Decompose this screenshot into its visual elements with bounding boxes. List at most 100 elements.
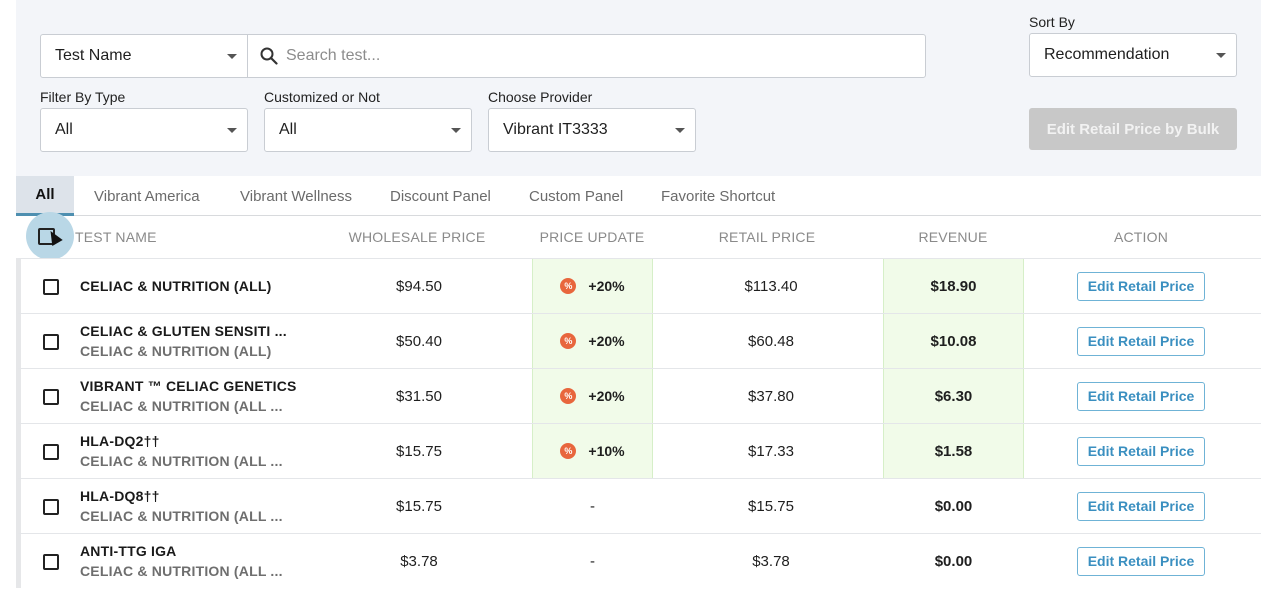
test-name-cell[interactable]: VIBRANT ™ CELIAC GENETICS CELIAC & NUTRI…	[80, 369, 297, 423]
col-price-update[interactable]: PRICE UPDATE	[539, 229, 645, 245]
price-update-cell: -	[532, 534, 653, 588]
row-checkbox[interactable]	[43, 444, 59, 460]
revenue: $0.00	[934, 497, 973, 515]
row-checkbox[interactable]	[43, 499, 59, 515]
chevron-down-icon	[675, 128, 685, 133]
sort-label: Sort By	[1029, 14, 1075, 30]
chevron-down-icon	[1216, 53, 1226, 58]
chevron-down-icon	[451, 128, 461, 133]
test-name: CELIAC & NUTRITION (ALL)	[80, 278, 272, 294]
row-checkbox[interactable]	[43, 389, 59, 405]
chevron-down-icon	[227, 128, 237, 133]
sort-select[interactable]: Recommendation	[1029, 33, 1237, 77]
col-test-name[interactable]: TEST NAME	[75, 229, 157, 245]
customized-select[interactable]: All	[264, 108, 472, 152]
action-cell: Edit Retail Price	[1071, 369, 1211, 423]
edit-retail-price-button[interactable]: Edit Retail Price	[1076, 326, 1206, 356]
edit-retail-price-bulk-button[interactable]: Edit Retail Price by Bulk	[1029, 108, 1237, 150]
test-name: CELIAC & GLUTEN SENSITI ...	[80, 323, 287, 339]
price-update-cell: % +20%	[532, 314, 653, 368]
test-name-cell[interactable]: ANTI-TTG IGA CELIAC & NUTRITION (ALL ...	[80, 534, 283, 588]
revenue: $6.30	[883, 369, 1024, 423]
price-update-value: +20%	[588, 333, 625, 349]
search-field-select[interactable]: Test Name	[40, 34, 248, 78]
edit-retail-price-button[interactable]: Edit Retail Price	[1076, 436, 1206, 466]
action-cell: Edit Retail Price	[1071, 314, 1211, 368]
customized-label: Customized or Not	[264, 89, 380, 105]
revenue: $0.00	[934, 552, 973, 570]
test-name: HLA-DQ2††	[80, 433, 160, 449]
tab-discount-panel[interactable]: Discount Panel	[390, 187, 491, 205]
table-row: HLA-DQ8†† CELIAC & NUTRITION (ALL ... $1…	[16, 478, 1261, 533]
row-checkbox[interactable]	[43, 554, 59, 570]
edit-retail-price-button[interactable]: Edit Retail Price	[1076, 546, 1206, 576]
price-update-cell: % +20%	[532, 369, 653, 423]
test-name: HLA-DQ8††	[80, 488, 160, 504]
retail-price: $15.75	[748, 497, 794, 515]
edit-retail-price-button[interactable]: Edit Retail Price	[1076, 381, 1206, 411]
percent-badge-icon: %	[560, 278, 577, 294]
select-all-ripple	[26, 212, 74, 260]
wholesale-price: $15.75	[396, 442, 442, 460]
customized-value: All	[279, 121, 297, 138]
retail-price: $3.78	[752, 552, 790, 570]
price-update-cell: % +10%	[532, 424, 653, 478]
percent-badge-icon: %	[560, 443, 577, 459]
wholesale-price: $94.50	[396, 277, 442, 295]
tab-bar: All Vibrant America Vibrant Wellness Dis…	[16, 176, 1261, 216]
revenue: $10.08	[883, 314, 1024, 368]
sort-value: Recommendation	[1044, 46, 1170, 63]
tab-all[interactable]: All	[16, 176, 74, 216]
wholesale-price: $15.75	[396, 497, 442, 515]
price-update-value: +20%	[588, 278, 625, 294]
tab-favorite-shortcut[interactable]: Favorite Shortcut	[661, 187, 776, 205]
test-parent-panel: CELIAC & NUTRITION (ALL ...	[80, 398, 283, 414]
col-wholesale-price[interactable]: WHOLESALE PRICE	[348, 229, 486, 245]
tab-vibrant-america[interactable]: Vibrant America	[94, 187, 200, 205]
action-cell: Edit Retail Price	[1071, 479, 1211, 533]
revenue: $18.90	[883, 259, 1024, 313]
percent-badge-icon: %	[560, 333, 577, 349]
col-revenue[interactable]: REVENUE	[918, 229, 988, 245]
provider-label: Choose Provider	[488, 89, 593, 105]
price-update-value: -	[590, 497, 595, 515]
search-input[interactable]	[286, 47, 886, 65]
search-field-value: Test Name	[55, 47, 132, 64]
search-box[interactable]	[247, 34, 926, 78]
test-name-cell[interactable]: HLA-DQ8†† CELIAC & NUTRITION (ALL ...	[80, 479, 283, 533]
col-action: ACTION	[1113, 229, 1169, 245]
percent-badge-icon: %	[560, 388, 577, 404]
col-retail-price[interactable]: RETAIL PRICE	[718, 229, 816, 245]
price-update-cell: % +20%	[532, 259, 653, 313]
row-checkbox[interactable]	[43, 279, 59, 295]
tab-custom-panel[interactable]: Custom Panel	[529, 187, 624, 205]
test-name-cell[interactable]: CELIAC & NUTRITION (ALL)	[80, 259, 271, 313]
wholesale-price: $50.40	[396, 332, 442, 350]
edit-retail-price-button[interactable]: Edit Retail Price	[1076, 491, 1206, 521]
test-parent-panel: CELIAC & NUTRITION (ALL)	[80, 343, 272, 359]
table-row: CELIAC & NUTRITION (ALL) $94.50 % +20% $…	[16, 258, 1261, 313]
test-parent-panel: CELIAC & NUTRITION (ALL ...	[80, 453, 283, 469]
test-name-cell[interactable]: HLA-DQ2†† CELIAC & NUTRITION (ALL ...	[80, 424, 283, 478]
row-checkbox[interactable]	[43, 334, 59, 350]
test-parent-panel: CELIAC & NUTRITION (ALL ...	[80, 563, 283, 579]
select-all-checkbox[interactable]	[38, 228, 55, 245]
provider-select[interactable]: Vibrant IT3333	[488, 108, 696, 152]
wholesale-price: $3.78	[400, 552, 438, 570]
test-name-cell[interactable]: CELIAC & GLUTEN SENSITI ... CELIAC & NUT…	[80, 314, 287, 368]
table-row: CELIAC & GLUTEN SENSITI ... CELIAC & NUT…	[16, 313, 1261, 368]
edit-retail-price-button[interactable]: Edit Retail Price	[1076, 271, 1206, 301]
table-row: ANTI-TTG IGA CELIAC & NUTRITION (ALL ...…	[16, 533, 1261, 588]
filter-type-select[interactable]: All	[40, 108, 248, 152]
test-name: VIBRANT ™ CELIAC GENETICS	[80, 378, 297, 394]
retail-price: $37.80	[748, 387, 794, 405]
tab-vibrant-wellness[interactable]: Vibrant Wellness	[240, 187, 353, 205]
action-cell: Edit Retail Price	[1071, 424, 1211, 478]
test-parent-panel: CELIAC & NUTRITION (ALL ...	[80, 508, 283, 524]
filter-type-value: All	[55, 121, 73, 138]
action-cell: Edit Retail Price	[1071, 534, 1211, 588]
chevron-down-icon	[227, 54, 237, 59]
price-update-value: +10%	[588, 443, 625, 459]
price-update-cell: -	[532, 479, 653, 533]
table-header: TEST NAME WHOLESALE PRICE PRICE UPDATE R…	[16, 216, 1261, 258]
